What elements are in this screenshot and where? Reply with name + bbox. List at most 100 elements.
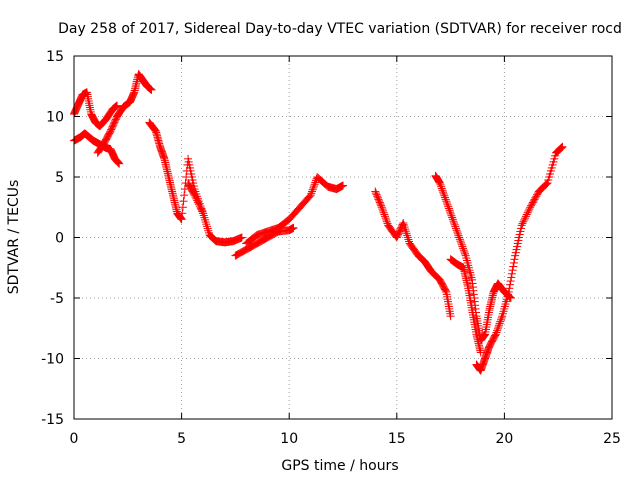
data-point	[241, 246, 250, 255]
data-point	[440, 191, 449, 200]
data-point	[259, 235, 268, 244]
data-point	[308, 187, 317, 196]
data-point	[191, 192, 200, 201]
data-point	[201, 218, 210, 227]
data-point	[399, 221, 408, 230]
x-tick-label: 5	[177, 431, 186, 447]
ticks	[73, 55, 613, 420]
data-point	[308, 185, 317, 194]
data-point	[507, 273, 516, 282]
data-point	[450, 218, 459, 227]
data-point	[247, 242, 256, 251]
data-point	[558, 142, 567, 151]
data-point	[253, 238, 262, 247]
data-point	[234, 249, 243, 258]
data-point	[202, 222, 211, 231]
data-point	[522, 210, 531, 219]
data-point	[442, 197, 451, 206]
data-point	[459, 244, 468, 253]
data-point	[521, 214, 530, 223]
data-point	[441, 195, 450, 204]
x-axis-title: GPS time / hours	[281, 458, 398, 474]
y-tick-label: 0	[55, 231, 64, 247]
data-point	[306, 191, 315, 200]
data-point	[508, 266, 517, 275]
data-point	[457, 240, 466, 249]
data-point	[250, 232, 259, 241]
data-point	[457, 238, 466, 247]
y-tick-label: 5	[55, 170, 64, 186]
data-point	[250, 240, 259, 249]
x-tick-label: 25	[603, 431, 621, 447]
data-point	[197, 205, 206, 214]
data-point	[237, 233, 246, 242]
data-point	[451, 222, 460, 231]
data-point	[497, 313, 506, 322]
data-point	[251, 231, 260, 240]
data-point	[260, 235, 269, 244]
data-point	[382, 217, 391, 226]
data-point	[461, 249, 470, 258]
data-point	[495, 321, 504, 330]
data-point	[307, 189, 316, 198]
data-point	[310, 180, 319, 189]
data-point	[437, 184, 446, 193]
data-point	[446, 208, 455, 217]
data-point	[524, 206, 533, 215]
data-point	[258, 236, 267, 245]
data-point	[381, 214, 390, 223]
data-point	[379, 208, 388, 217]
data-point	[401, 225, 410, 234]
data-point	[256, 237, 265, 246]
data-point	[198, 207, 207, 216]
chart-title: Day 258 of 2017, Sidereal Day-to-day VTE…	[58, 21, 622, 37]
data-point	[255, 238, 264, 247]
data-point	[309, 183, 318, 192]
data-point	[496, 317, 505, 326]
data-point	[377, 203, 386, 212]
data-point	[200, 213, 209, 222]
data-point	[377, 201, 386, 210]
data-point	[150, 125, 159, 134]
data-point	[193, 196, 202, 205]
data-point	[251, 240, 260, 249]
data-point	[235, 249, 244, 258]
data-point	[403, 233, 412, 242]
data-point	[491, 330, 500, 339]
data-point	[236, 248, 245, 257]
data-point	[434, 275, 443, 284]
data-point	[201, 215, 210, 224]
data-point	[447, 211, 456, 220]
data-point	[238, 247, 247, 256]
data-points	[70, 70, 567, 375]
data-point	[289, 223, 298, 232]
data-point	[446, 312, 455, 321]
data-point	[443, 200, 452, 209]
data-point	[460, 248, 469, 257]
data-point	[147, 85, 156, 94]
data-point	[439, 188, 448, 197]
data-point	[454, 231, 463, 240]
data-point	[492, 328, 501, 337]
data-point	[339, 181, 347, 190]
data-point	[439, 189, 448, 198]
data-point	[510, 255, 519, 264]
data-point	[245, 243, 254, 252]
data-point	[194, 200, 203, 209]
data-point	[451, 224, 460, 233]
data-point	[453, 228, 462, 237]
data-point	[437, 182, 446, 191]
data-point	[441, 193, 450, 202]
y-tick-label: 10	[46, 110, 64, 126]
data-point	[113, 101, 122, 110]
y-tick-label: -15	[41, 412, 64, 428]
data-point	[495, 319, 504, 328]
data-point	[557, 143, 566, 152]
data-point	[435, 179, 444, 188]
data-point	[178, 203, 187, 212]
data-point	[115, 159, 124, 168]
data-point	[404, 235, 413, 244]
data-point	[233, 250, 242, 259]
data-point	[399, 218, 408, 227]
data-point	[517, 221, 526, 230]
